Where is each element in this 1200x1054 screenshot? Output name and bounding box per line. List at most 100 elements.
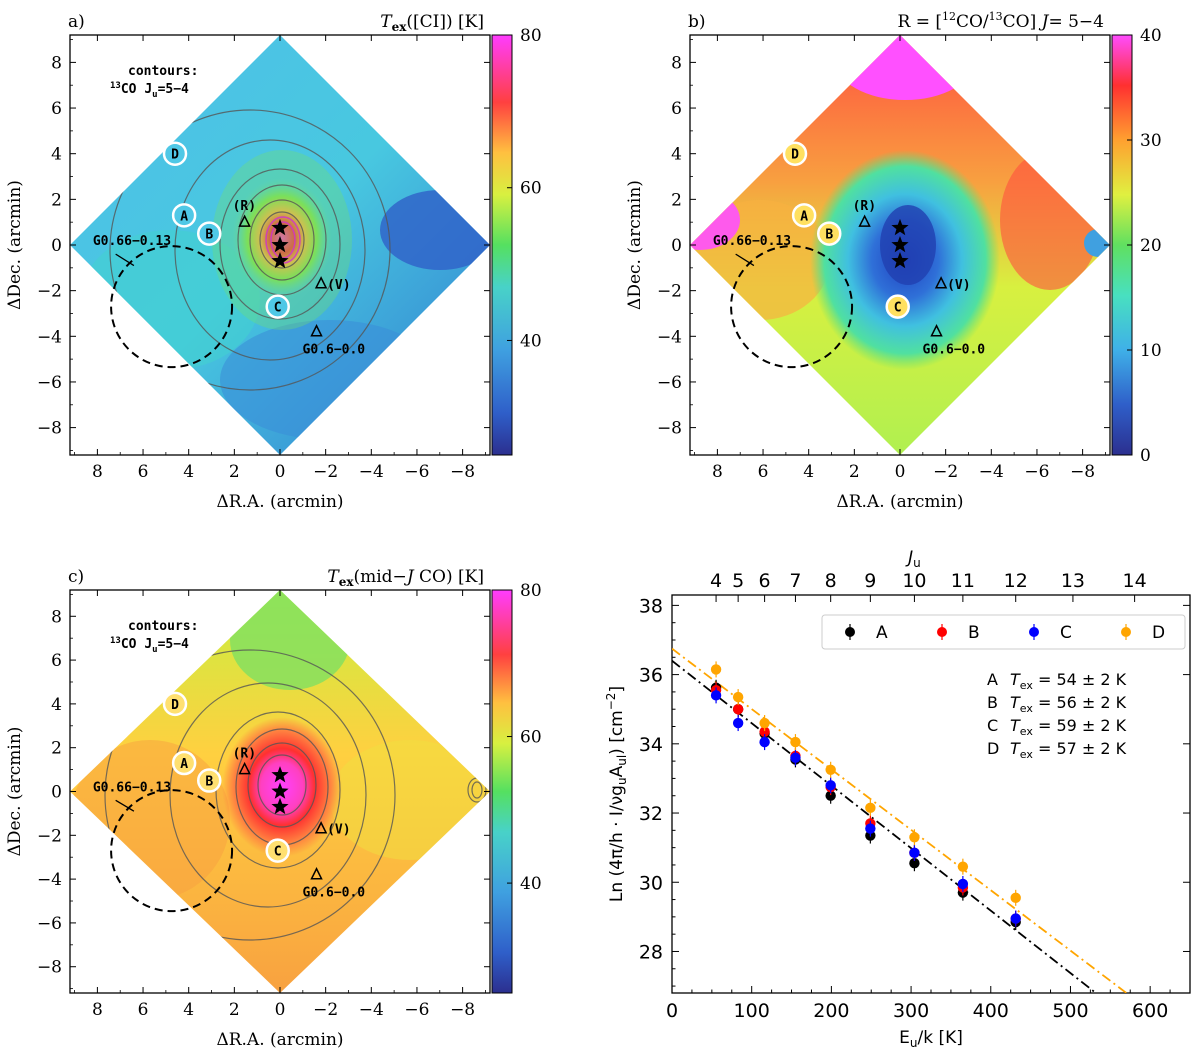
x-tick-label: 500 [1052, 1000, 1088, 1022]
y-tick-label: 4 [671, 145, 682, 165]
triangle-label: G0.6−0.0 [303, 343, 366, 358]
star-icon [271, 782, 289, 799]
triangle-marker-icon [934, 276, 948, 289]
g066-pointer-line [115, 253, 135, 267]
g066-region-circle [110, 789, 234, 913]
legend-label: A [876, 623, 888, 643]
x-tick-label: 4 [183, 462, 194, 482]
panel-c-colorbar [491, 589, 513, 994]
x-tick-label: 6 [138, 462, 149, 482]
x-tick-label: 0 [895, 462, 906, 482]
g066-pointer-line [735, 253, 755, 267]
data-point-C [1010, 913, 1021, 924]
data-point-D [1010, 892, 1021, 904]
panel-c-tex-midj-co: 8 6 4 2 0 −2 −4 −6 −8 −8 −6 −4 −2 0 2 4 6 8 40 60 80 c) Tex… [5, 567, 542, 1050]
y-tick-label: 30 [639, 872, 663, 894]
y-tick-label: 4 [51, 145, 62, 165]
data-point-B [759, 726, 770, 737]
top-tick-label: 10 [902, 570, 926, 592]
tex-label-value: Tex = 56 ± 2 K [1010, 693, 1127, 715]
x-tick-label: 8 [92, 1000, 103, 1020]
position-marker-circle [171, 750, 197, 776]
x-tick-label: −6 [404, 1000, 429, 1020]
position-marker-circle [162, 691, 188, 717]
data-point-C [710, 690, 722, 701]
position-marker-label: D [171, 698, 179, 713]
star-icon [271, 797, 289, 815]
star-icon [271, 766, 289, 783]
panel-d-xlabel: Eu/k [K] [899, 1028, 963, 1050]
position-marker-circle [196, 768, 222, 793]
y-tick-label: −8 [37, 958, 62, 978]
triangle-label: (V) [947, 278, 970, 293]
panel-d-rotational-diagram: 0 100 200 300 400 500 600 28 30 32 34 36 38 4 5 6 7 8 9 10 1… [604, 548, 1191, 1050]
y-tick-label: 0 [51, 236, 62, 256]
y-tick-label: 28 [639, 941, 663, 963]
data-point-D [957, 861, 969, 872]
data-point-A [825, 790, 836, 801]
colorbar-tick-label: 0 [1140, 446, 1151, 466]
top-tick-label: 5 [732, 570, 744, 592]
colorbar-tick-label: 60 [520, 728, 542, 748]
x-tick-label: 4 [183, 1000, 194, 1020]
x-tick-label: −8 [1070, 462, 1095, 482]
g066-pointer-line [115, 799, 135, 812]
position-marker-circle [816, 221, 842, 246]
top-tick-label: 12 [1004, 570, 1028, 592]
data-point-B [732, 704, 744, 715]
panel-a-xlabel: ΔR.A. (arcmin) [216, 492, 343, 512]
panel-b-ylabel: ΔDec. (arcmin) [625, 180, 645, 310]
y-tick-label: −8 [37, 419, 62, 439]
x-tick-label: 2 [229, 1000, 240, 1020]
x-tick-label: −8 [450, 1000, 475, 1020]
data-point-C [909, 847, 920, 859]
top-tick-label: 11 [951, 570, 975, 592]
g066-label: G0.66−0.13 [93, 234, 171, 249]
tex-label-value: Tex = 59 ± 2 K [1010, 716, 1127, 738]
y-tick-label: 32 [639, 803, 663, 825]
panel-c-ylabel: ΔDec. (arcmin) [5, 727, 25, 857]
position-marker-label: A [800, 209, 808, 224]
position-marker-circle [885, 294, 910, 319]
x-tick-label: −4 [359, 1000, 384, 1020]
triangle-marker-icon [314, 276, 328, 289]
legend-label: C [1060, 623, 1072, 643]
x-tick-label: 0 [275, 462, 286, 482]
contour-note-line2: 13CO Ju=5−4 [110, 81, 189, 100]
top-tick-label: 14 [1123, 570, 1147, 592]
y-tick-label: −2 [37, 826, 62, 846]
legend-marker [937, 627, 947, 637]
y-tick-label: 38 [639, 595, 663, 617]
position-marker-circle [171, 203, 197, 228]
x-tick-label: 2 [849, 462, 860, 482]
x-tick-label: −6 [404, 462, 429, 482]
y-tick-label: 8 [51, 53, 62, 73]
panel-c-contour-note: contours: 13CO Ju=5−4 [110, 619, 198, 655]
x-tick-label: 8 [712, 462, 723, 482]
y-tick-label: 4 [51, 695, 62, 715]
position-marker-circle [162, 141, 188, 166]
y-tick-label: 8 [51, 607, 62, 627]
y-tick-label: −6 [37, 914, 62, 934]
data-point-C [865, 823, 876, 834]
y-tick-label: 6 [671, 99, 682, 119]
triangle-marker-icon [930, 324, 943, 337]
data-point-C [957, 878, 969, 890]
x-tick-label: 200 [813, 1000, 849, 1022]
y-tick-label: −8 [657, 419, 682, 439]
position-marker-label: B [825, 228, 833, 243]
x-tick-label: 0 [275, 1000, 286, 1020]
triangle-marker-icon [238, 761, 251, 775]
triangle-label: (R) [233, 199, 256, 214]
top-tick-label: 13 [1061, 570, 1085, 592]
contour-note-line1: contours: [128, 64, 198, 79]
triangle-label: (V) [327, 278, 350, 293]
data-point-D [865, 802, 876, 814]
position-marker-label: D [171, 148, 179, 163]
position-marker-label: A [180, 757, 188, 772]
y-tick-label: −6 [37, 373, 62, 393]
position-marker-label: C [894, 301, 902, 316]
star-icon [271, 218, 289, 236]
x-tick-label: −4 [359, 462, 384, 482]
panel-a-tag: a) [68, 12, 85, 32]
